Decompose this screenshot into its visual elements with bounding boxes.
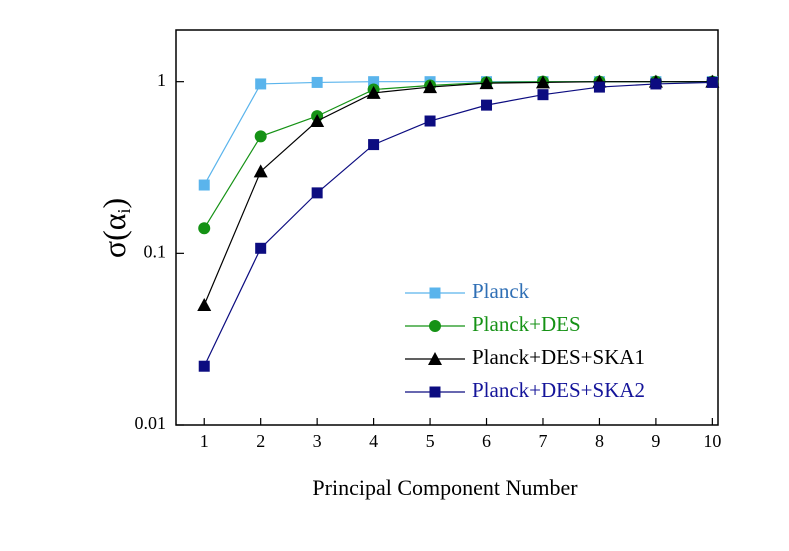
- marker: [255, 242, 267, 254]
- y-label-close: ): [96, 198, 132, 209]
- y-axis-label: σ(αi): [96, 198, 134, 258]
- y-label-main: σ(α: [96, 213, 132, 258]
- marker: [423, 80, 438, 94]
- marker: [424, 115, 436, 127]
- marker: [368, 139, 380, 151]
- legend-marker: [428, 352, 442, 365]
- x-tick-label: 8: [595, 431, 604, 451]
- marker: [368, 76, 380, 88]
- marker: [535, 75, 550, 89]
- series-line: [203, 81, 713, 229]
- legend-label: Planck: [472, 279, 530, 303]
- marker: [198, 360, 210, 372]
- x-tick-label: 6: [482, 431, 491, 451]
- legend-marker: [429, 386, 441, 398]
- marker: [310, 114, 325, 128]
- marker: [198, 222, 211, 235]
- marker: [311, 76, 323, 88]
- legend-label: Planck+DES+SKA1: [472, 345, 645, 369]
- x-tick-label: 5: [426, 431, 435, 451]
- marker: [253, 164, 268, 178]
- x-tick-label: 4: [369, 431, 378, 451]
- marker: [537, 89, 549, 101]
- series-line: [203, 81, 713, 186]
- marker: [254, 130, 267, 143]
- legend-marker: [429, 320, 441, 332]
- marker: [479, 76, 494, 90]
- marker: [255, 78, 267, 90]
- plot-frame: [175, 29, 719, 426]
- x-axis-label: Principal Component Number: [312, 475, 578, 500]
- legend-label: Planck+DES: [472, 312, 581, 336]
- marker: [481, 99, 493, 111]
- x-tick-label: 9: [651, 431, 660, 451]
- legend-label: Planck+DES+SKA2: [472, 378, 645, 402]
- y-tick-label: 0.1: [144, 241, 167, 261]
- x-tick-label: 7: [538, 431, 547, 451]
- marker: [650, 78, 662, 90]
- x-tick-label: 3: [313, 431, 322, 451]
- x-tick-label: 2: [256, 431, 265, 451]
- marker: [593, 81, 605, 93]
- y-tick-label: 0.01: [135, 413, 167, 433]
- marker: [366, 85, 381, 99]
- x-tick-label: 1: [200, 431, 209, 451]
- series-line: [203, 81, 713, 367]
- x-tick-label: 10: [703, 431, 721, 451]
- y-label-sub: i: [114, 208, 134, 213]
- marker: [197, 298, 212, 312]
- marker: [706, 76, 718, 88]
- y-tick-label: 1: [157, 70, 166, 90]
- marker: [311, 187, 323, 199]
- marker: [198, 179, 210, 191]
- legend-marker: [429, 287, 441, 299]
- series-line: [203, 81, 713, 306]
